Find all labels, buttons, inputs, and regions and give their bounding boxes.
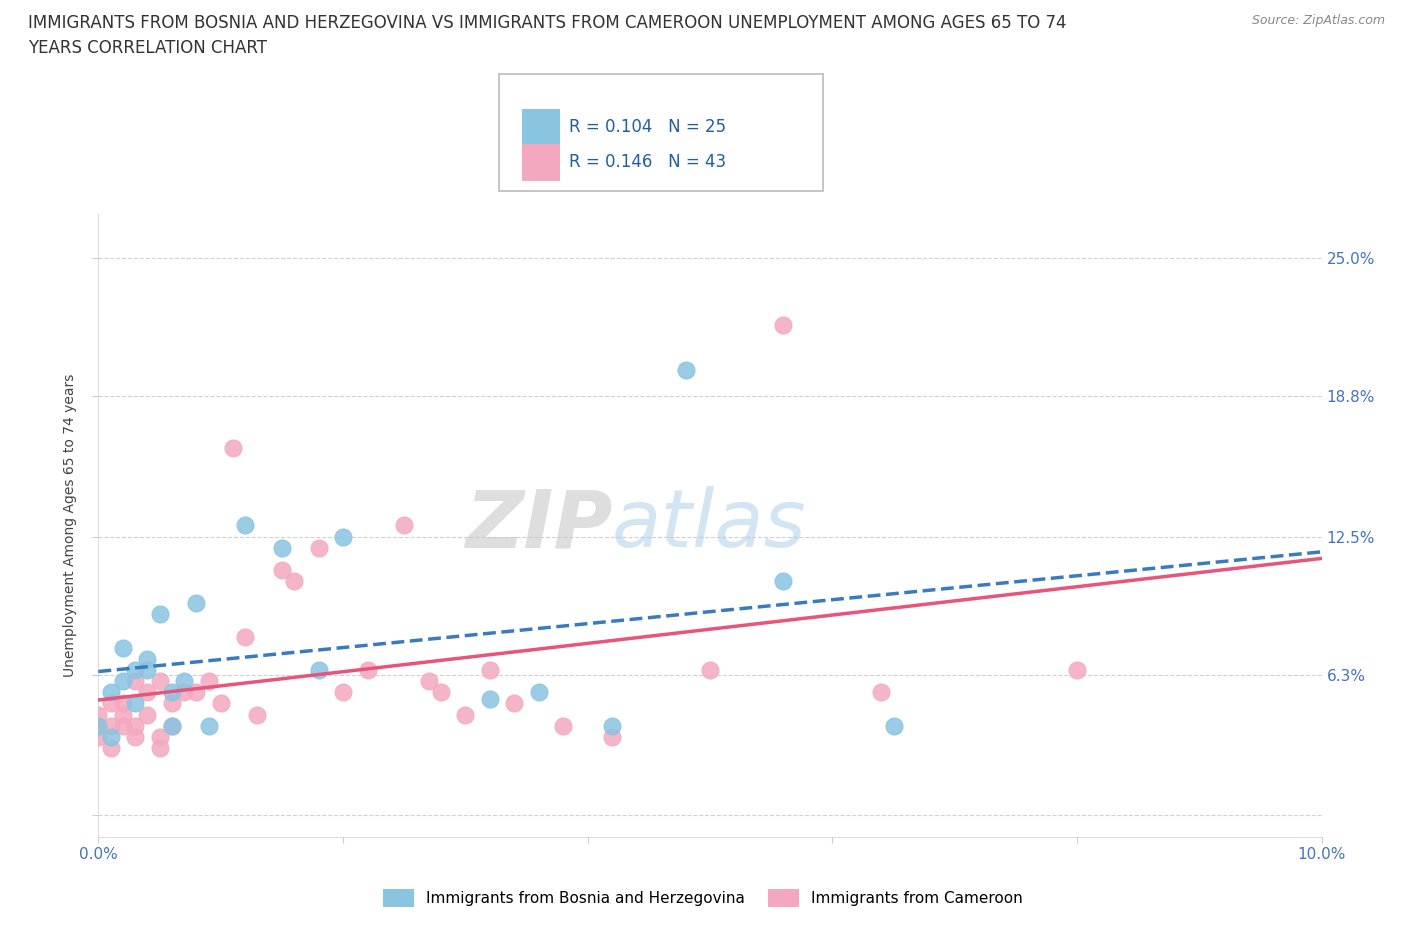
Text: ZIP: ZIP: [465, 486, 612, 565]
Text: R = 0.146   N = 43: R = 0.146 N = 43: [569, 153, 727, 171]
Point: [233, 630, 256, 644]
Point: [392, 518, 416, 533]
Point: [332, 684, 354, 699]
Point: [87, 718, 110, 733]
Point: [772, 318, 794, 333]
Point: [149, 729, 172, 744]
Point: [149, 673, 172, 688]
Point: [186, 684, 208, 699]
Point: [478, 692, 501, 707]
Point: [197, 673, 219, 688]
Text: atlas: atlas: [612, 486, 807, 565]
Point: [100, 684, 122, 699]
Point: [356, 663, 378, 678]
Point: [454, 707, 477, 722]
Point: [197, 718, 219, 733]
Point: [149, 740, 172, 755]
Point: [124, 696, 146, 711]
Point: [772, 574, 794, 589]
Point: [124, 729, 146, 744]
Point: [136, 663, 159, 678]
Point: [173, 673, 195, 688]
Point: [246, 707, 269, 722]
Point: [209, 696, 232, 711]
Text: R = 0.104   N = 25: R = 0.104 N = 25: [569, 118, 727, 136]
Point: [111, 696, 134, 711]
Point: [111, 673, 134, 688]
Point: [149, 607, 172, 622]
Point: [111, 707, 134, 722]
Point: [111, 718, 134, 733]
Point: [1066, 663, 1088, 678]
Point: [553, 718, 575, 733]
Point: [124, 663, 146, 678]
Point: [308, 663, 330, 678]
Point: [136, 684, 159, 699]
Point: [100, 718, 122, 733]
Point: [111, 641, 134, 656]
Point: [136, 707, 159, 722]
Point: [418, 673, 440, 688]
Point: [430, 684, 453, 699]
Point: [136, 652, 159, 667]
Point: [160, 696, 183, 711]
Point: [478, 663, 501, 678]
Point: [100, 729, 122, 744]
Point: [124, 673, 146, 688]
Point: [186, 596, 208, 611]
Point: [503, 696, 526, 711]
Point: [600, 718, 623, 733]
Point: [600, 729, 623, 744]
Point: [675, 363, 697, 378]
Point: [160, 684, 183, 699]
Point: [100, 696, 122, 711]
Point: [527, 684, 550, 699]
Point: [222, 440, 245, 455]
Y-axis label: Unemployment Among Ages 65 to 74 years: Unemployment Among Ages 65 to 74 years: [63, 374, 77, 677]
Point: [699, 663, 721, 678]
Text: IMMIGRANTS FROM BOSNIA AND HERZEGOVINA VS IMMIGRANTS FROM CAMEROON UNEMPLOYMENT : IMMIGRANTS FROM BOSNIA AND HERZEGOVINA V…: [28, 14, 1067, 32]
Point: [233, 518, 256, 533]
Point: [883, 718, 905, 733]
Text: Source: ZipAtlas.com: Source: ZipAtlas.com: [1251, 14, 1385, 27]
Point: [870, 684, 893, 699]
Point: [100, 740, 122, 755]
Legend: Immigrants from Bosnia and Herzegovina, Immigrants from Cameroon: Immigrants from Bosnia and Herzegovina, …: [377, 884, 1029, 913]
Point: [87, 729, 110, 744]
Point: [160, 718, 183, 733]
Point: [308, 540, 330, 555]
Point: [124, 718, 146, 733]
Point: [173, 684, 195, 699]
Point: [270, 540, 292, 555]
Point: [270, 563, 292, 578]
Point: [87, 707, 110, 722]
Point: [283, 574, 305, 589]
Point: [332, 529, 354, 544]
Point: [87, 718, 110, 733]
Point: [160, 718, 183, 733]
Text: YEARS CORRELATION CHART: YEARS CORRELATION CHART: [28, 39, 267, 57]
